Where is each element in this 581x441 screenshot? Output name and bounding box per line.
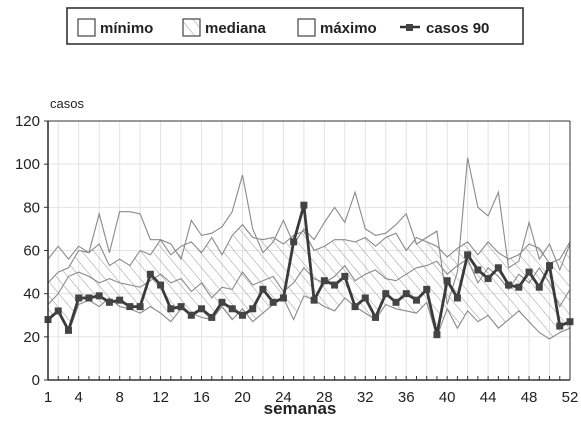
data-point <box>525 268 533 276</box>
data-point <box>208 313 216 321</box>
y-tick-label: 80 <box>23 199 40 216</box>
data-point <box>238 311 246 319</box>
data-point <box>515 283 523 291</box>
data-point <box>505 281 513 289</box>
x-tick-label: 20 <box>234 389 251 406</box>
data-point <box>494 264 502 272</box>
data-point <box>228 305 236 313</box>
data-point <box>64 326 72 334</box>
x-tick-label: 52 <box>562 389 579 406</box>
legend-swatch-casos-marker <box>406 24 413 31</box>
legend-box <box>66 7 524 45</box>
data-point <box>126 303 134 311</box>
data-point <box>331 281 339 289</box>
data-point <box>157 281 165 289</box>
data-point <box>177 303 185 311</box>
data-point <box>351 303 359 311</box>
data-point <box>412 296 420 304</box>
data-point <box>85 294 93 302</box>
bands <box>47 157 571 340</box>
y-axis-title: casos <box>50 96 84 111</box>
data-point <box>535 283 543 291</box>
data-point <box>433 331 441 339</box>
data-point <box>556 322 564 330</box>
data-point <box>269 298 277 306</box>
y-tick-label: 100 <box>15 156 40 173</box>
x-tick-label: 12 <box>152 389 169 406</box>
data-point <box>484 275 492 283</box>
x-tick-label: 8 <box>115 389 123 406</box>
band-line-band-lower <box>47 295 571 340</box>
x-tick-label: 32 <box>357 389 374 406</box>
data-point <box>453 294 461 302</box>
legend: mínimo mediana máximo casos 90 <box>66 7 524 45</box>
series-line-casos-90 <box>47 203 571 337</box>
x-axis-title: semanas <box>264 399 337 418</box>
data-point <box>116 296 124 304</box>
data-point <box>474 266 482 274</box>
data-point <box>75 294 83 302</box>
data-point <box>464 251 472 259</box>
data-point <box>136 303 144 311</box>
data-point <box>249 305 257 313</box>
x-tick-label: 1 <box>44 389 52 406</box>
series-casos-90 <box>44 201 574 339</box>
x-tick-label: 16 <box>193 389 210 406</box>
data-point <box>167 305 175 313</box>
legend-swatch-maximo <box>297 18 316 37</box>
y-tick-label: 120 <box>15 113 40 130</box>
data-point <box>443 277 451 285</box>
data-point <box>198 305 206 313</box>
y-tick-label: 40 <box>23 286 40 303</box>
y-tick-label: 60 <box>23 243 40 260</box>
data-point <box>361 294 369 302</box>
data-point <box>320 277 328 285</box>
x-tick-label: 44 <box>480 389 497 406</box>
data-point <box>392 298 400 306</box>
data-point <box>218 298 226 306</box>
data-point <box>310 296 318 304</box>
x-tick-label: 36 <box>398 389 415 406</box>
data-point <box>546 262 554 270</box>
data-point <box>290 238 298 246</box>
data-point <box>105 298 113 306</box>
data-point <box>341 272 349 280</box>
data-point <box>146 270 154 278</box>
x-tick-label: 4 <box>75 389 83 406</box>
y-tick-label: 0 <box>32 372 40 389</box>
x-tick-label: 24 <box>275 389 292 406</box>
data-point <box>279 294 287 302</box>
data-point <box>402 290 410 298</box>
data-point <box>372 313 380 321</box>
band-line-band-upper-outline <box>47 157 571 305</box>
legend-label-maximo: máximo <box>320 20 377 37</box>
x-tick-label: 28 <box>316 389 333 406</box>
legend-label-mediana: mediana <box>205 20 267 37</box>
data-point <box>54 307 62 315</box>
y-tick-label: 20 <box>23 329 40 346</box>
data-point <box>187 311 195 319</box>
legend-label-minimo: mínimo <box>100 20 153 37</box>
legend-swatch-mediana <box>182 18 201 37</box>
legend-label-casos: casos 90 <box>426 20 489 37</box>
data-point <box>259 285 267 293</box>
data-point <box>300 201 308 209</box>
data-point <box>423 285 431 293</box>
x-tick-label: 48 <box>521 389 538 406</box>
data-point <box>382 290 390 298</box>
x-tick-label: 40 <box>439 389 456 406</box>
data-point <box>95 292 103 300</box>
legend-swatch-minimo <box>77 18 96 37</box>
